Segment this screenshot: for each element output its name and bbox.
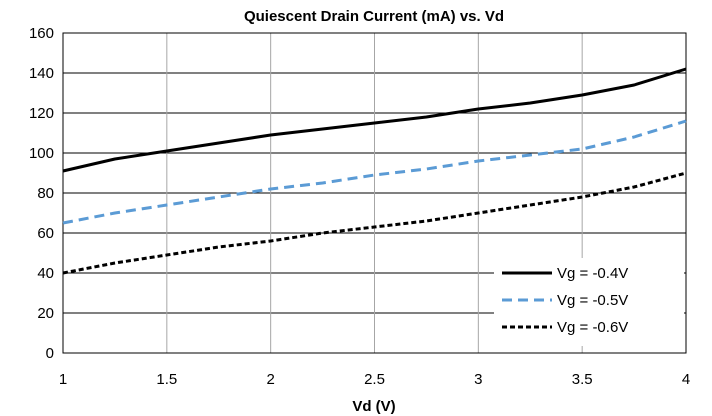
x-tick-label: 3 — [474, 371, 482, 388]
legend-label-3: Vg = -0.6V — [557, 319, 628, 336]
chart-title: Quiescent Drain Current (mA) vs. Vd — [244, 8, 504, 25]
y-tick-label: 100 — [29, 145, 54, 162]
x-tick-label: 3.5 — [572, 371, 593, 388]
x-tick-label: 1.5 — [156, 371, 177, 388]
series-line-3 — [62, 171, 687, 275]
y-tick-label: 0 — [46, 345, 54, 362]
y-tick-label: 120 — [29, 105, 54, 122]
x-tick-label: 2 — [266, 371, 274, 388]
y-tick-label: 20 — [37, 305, 54, 322]
y-tick-label: 140 — [29, 65, 54, 82]
y-axis: 0 20 40 60 80 100 120 140 160 — [29, 25, 54, 362]
x-tick-label: 2.5 — [364, 371, 385, 388]
plot-frame — [62, 32, 687, 354]
series-layer — [62, 67, 687, 275]
series-line-2 — [62, 119, 687, 225]
series-line-1 — [62, 67, 687, 173]
grid — [62, 32, 687, 354]
x-tick-label: 1 — [59, 371, 67, 388]
legend: Vg = -0.4V Vg = -0.5V Vg = -0.6V — [494, 258, 684, 346]
x-axis-label: Vd (V) — [352, 398, 395, 415]
y-tick-label: 40 — [37, 265, 54, 282]
y-tick-label: 80 — [37, 185, 54, 202]
x-axis: 1 1.5 2 2.5 3 3.5 4 — [59, 371, 690, 388]
y-tick-label: 60 — [37, 225, 54, 242]
y-tick-label: 160 — [29, 25, 54, 42]
legend-label-1: Vg = -0.4V — [557, 265, 628, 282]
x-tick-label: 4 — [682, 371, 690, 388]
legend-label-2: Vg = -0.5V — [557, 292, 628, 309]
